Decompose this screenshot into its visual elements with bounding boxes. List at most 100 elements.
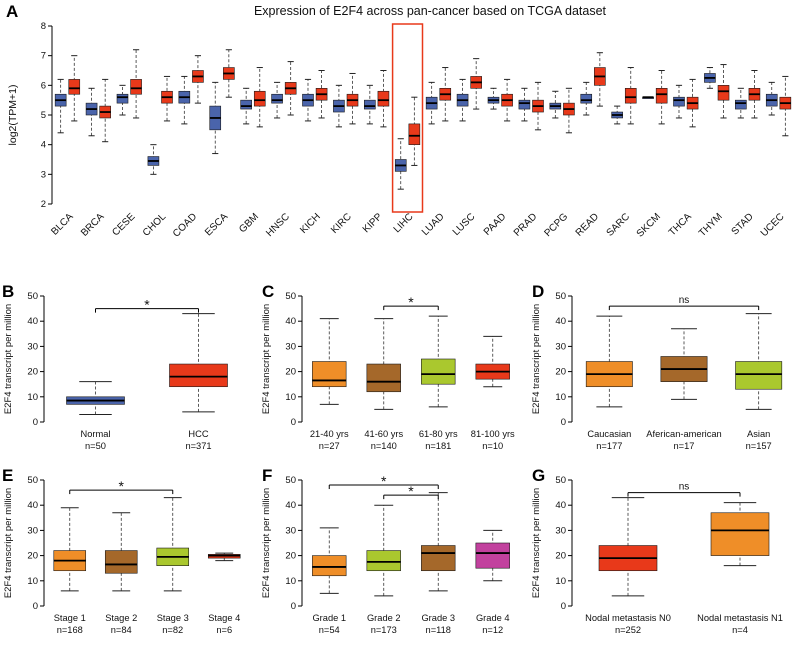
x-tick-label: LIHC	[392, 211, 416, 235]
y-axis-label: E2F4 transcript per million	[531, 304, 542, 414]
x-tick-label: ESCA	[203, 211, 230, 238]
panel-letter-a: A	[6, 2, 19, 21]
y-axis-label: log2(TPM+1)	[7, 85, 19, 146]
x-tick-label: CESE	[110, 211, 137, 238]
x-tick-label: PAAD	[482, 211, 509, 238]
group-n-label: n=10	[482, 441, 503, 451]
group-n-label: n=27	[319, 441, 340, 451]
y-axis-label: E2F4 transcript per million	[261, 488, 272, 598]
y-tick-label: 0	[561, 601, 566, 612]
y-tick-label: 50	[285, 475, 296, 486]
x-tick-label: PCPG	[542, 211, 570, 239]
y-tick-label: 50	[285, 291, 296, 302]
group-n-label: n=54	[319, 625, 340, 635]
y-tick-label: 40	[285, 316, 296, 327]
y-tick-label: 0	[33, 601, 38, 612]
y-tick-label: 5	[41, 110, 46, 121]
group-label: Nodal metastasis N0	[585, 613, 671, 623]
x-tick-label: BLCA	[49, 211, 75, 237]
group-n-label: n=82	[162, 625, 183, 635]
group-label: Nodal metastasis N1	[697, 613, 783, 623]
box	[240, 99, 252, 110]
box	[475, 542, 510, 569]
group-n-label: n=50	[85, 441, 106, 451]
box	[518, 99, 531, 110]
group-n-label: n=157	[746, 441, 772, 451]
y-tick-label: 4	[41, 140, 46, 151]
x-tick-label: KIPP	[361, 211, 385, 235]
y-tick-label: 0	[291, 601, 296, 612]
x-tick-label: THCA	[667, 211, 694, 238]
box	[580, 93, 593, 104]
group-label: Grade 1	[312, 613, 346, 623]
x-tick-label: THYM	[697, 211, 725, 239]
y-tick-label: 10	[555, 576, 566, 587]
y-tick-label: 30	[27, 525, 38, 536]
group-label: Stage 3	[157, 613, 189, 623]
x-tick-label: COAD	[171, 211, 199, 239]
y-tick-label: 30	[285, 525, 296, 536]
x-tick-label: GBM	[237, 211, 261, 235]
box	[377, 90, 390, 107]
y-tick-label: 30	[27, 341, 38, 352]
y-tick-label: 50	[555, 475, 566, 486]
sig-label: ns	[679, 295, 690, 306]
y-tick-label: 10	[285, 392, 296, 403]
y-tick-label: 20	[555, 367, 566, 378]
sig-label: ns	[679, 482, 690, 493]
y-tick-label: 10	[27, 576, 38, 587]
group-label: 21-40 yrs	[310, 429, 349, 439]
sig-label: *	[381, 473, 387, 489]
y-tick-label: 7	[41, 51, 46, 62]
panel-letter-b: B	[2, 282, 15, 301]
group-n-label: n=371	[185, 441, 211, 451]
y-tick-label: 50	[27, 291, 38, 302]
box	[735, 99, 747, 110]
panel-g-nodal-metastasis-boxplot: 0 10 20 30 40 50 E2F4 transcript per million No…	[531, 475, 783, 635]
panel-c-age-boxplot: 0 10 20 30 40 50 E2F4 transcript per million 21…	[261, 291, 515, 451]
box	[364, 99, 376, 110]
y-tick-label: 20	[27, 367, 38, 378]
box	[271, 93, 283, 104]
panel-letter-f: F	[262, 466, 273, 485]
group-label: 41-60 yrs	[364, 429, 403, 439]
y-tick-label: 0	[561, 417, 566, 428]
x-tick-label: SKCM	[635, 211, 663, 239]
group-n-label: n=4	[732, 625, 748, 635]
y-tick-label: 20	[555, 551, 566, 562]
group-n-label: n=252	[615, 625, 641, 635]
panel-letter-c: C	[262, 282, 275, 301]
box	[312, 555, 347, 577]
y-tick-label: 30	[555, 525, 566, 536]
box	[116, 93, 129, 104]
y-tick-label: 40	[285, 500, 296, 511]
panel-f-grade-boxplot: 0 10 20 30 40 50 E2F4 transcript per million Gr…	[261, 473, 510, 635]
box	[104, 550, 138, 574]
panel-letter-g: G	[532, 466, 546, 485]
box	[366, 550, 401, 572]
box	[408, 123, 421, 145]
y-tick-label: 20	[27, 551, 38, 562]
y-tick-label: 2	[41, 199, 46, 210]
group-n-label: n=173	[371, 625, 397, 635]
y-tick-label: 0	[291, 417, 296, 428]
y-tick-label: 3	[41, 169, 46, 180]
x-tick-label: LUSC	[451, 211, 478, 238]
sig-label: *	[119, 478, 125, 494]
group-n-label: n=177	[596, 441, 622, 451]
box	[655, 88, 668, 104]
box	[366, 363, 401, 393]
x-tick-label: HNSC	[264, 211, 292, 239]
y-tick-label: 30	[555, 341, 566, 352]
panel-b-normal-vs-hcc-boxplot: 0 10 20 30 40 50 E2F4 transcript per million No…	[3, 291, 228, 451]
y-axis-label: E2F4 transcript per million	[3, 488, 14, 598]
group-label: Stage 4	[208, 613, 240, 623]
x-tick-label: READ	[574, 211, 601, 238]
group-label: 81-100 yrs	[471, 429, 515, 439]
y-axis-label: E2F4 transcript per million	[3, 304, 14, 414]
x-tick-label: SARC	[605, 211, 632, 238]
sig-label: *	[408, 294, 414, 310]
y-tick-label: 40	[27, 500, 38, 511]
group-label: HCC	[188, 429, 208, 439]
